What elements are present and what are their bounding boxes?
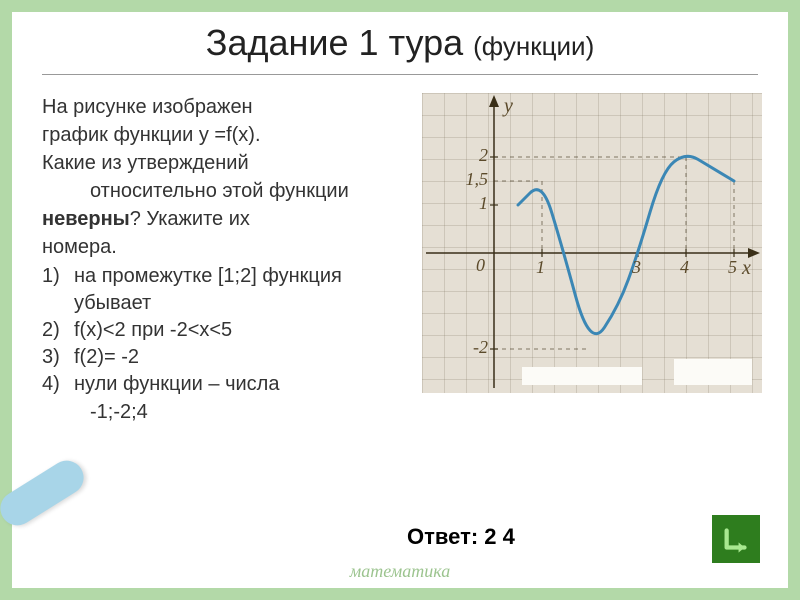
decoration-pill xyxy=(0,454,90,532)
line-4: относительно этой функции xyxy=(42,178,412,205)
white-box xyxy=(522,367,642,385)
chart-panel: yx011,52-21345 xyxy=(422,93,762,427)
list-item: 2)f(x)<2 при -2<x<5 xyxy=(42,317,412,344)
function-graph: yx011,52-21345 xyxy=(422,93,762,393)
line-3: Какие из утверждений xyxy=(42,150,412,177)
line-5: неверны? Укажите их xyxy=(42,206,412,233)
title-main: Задание 1 тура xyxy=(206,22,463,63)
bold-incorrect: неверны xyxy=(42,208,130,230)
title-sub: (функции) xyxy=(473,31,594,61)
line-2: график функции у =f(x). xyxy=(42,122,412,149)
slide-title: Задание 1 тура (функции) xyxy=(42,22,758,75)
white-box xyxy=(674,359,752,385)
answer: Ответ: 2 4 xyxy=(407,524,515,550)
question-text: На рисунке изображен график функции у =f… xyxy=(42,93,412,427)
return-button[interactable] xyxy=(712,515,760,563)
opt-3: f(2)= -2 xyxy=(74,344,139,371)
answer-label: Ответ: xyxy=(407,524,478,549)
slide: Задание 1 тура (функции) На рисунке изоб… xyxy=(12,12,788,588)
opt-2: f(x)<2 при -2<x<5 xyxy=(74,317,232,344)
opt-4: нули функции – числа xyxy=(74,371,279,398)
content: На рисунке изображен график функции у =f… xyxy=(42,93,758,427)
return-icon xyxy=(719,522,753,556)
footer-label: математика xyxy=(12,561,788,582)
opt-1: на промежутке [1;2] функция убывает xyxy=(74,263,412,317)
answer-value: 2 4 xyxy=(484,524,515,549)
list-item: 4)нули функции – числа xyxy=(42,371,412,398)
list-item: 3)f(2)= -2 xyxy=(42,344,412,371)
option-4-values: -1;-2;4 xyxy=(42,399,412,426)
line-6: номера. xyxy=(42,234,412,261)
list-item: 1)на промежутке [1;2] функция убывает xyxy=(42,263,412,317)
line-5b: ? Укажите их xyxy=(130,208,250,230)
options-list: 1)на промежутке [1;2] функция убывает 2)… xyxy=(42,263,412,398)
line-1: На рисунке изображен xyxy=(42,94,412,121)
